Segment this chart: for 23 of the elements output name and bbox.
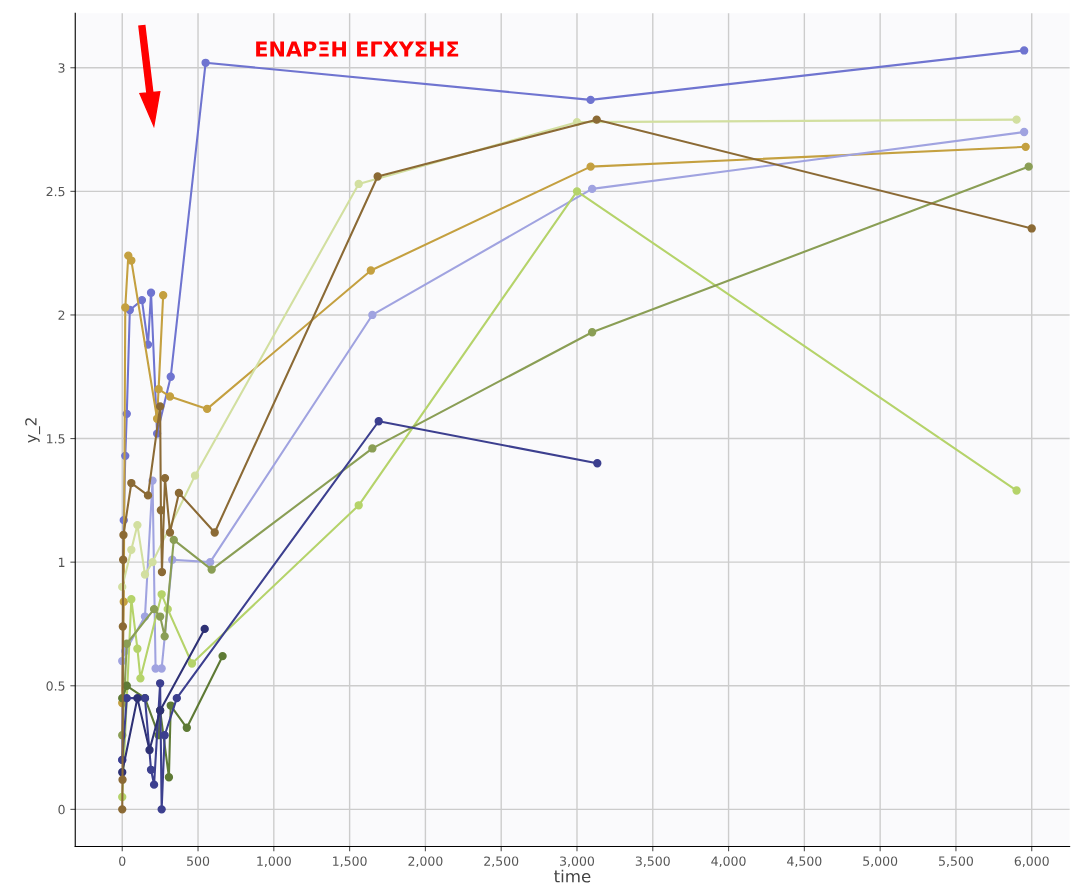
x-tick-label: 2,000 bbox=[408, 856, 443, 868]
x-tick-label: 500 bbox=[187, 856, 210, 866]
x-tick-label: 6,000 bbox=[1014, 856, 1049, 868]
y-tick-label: 0.5 bbox=[46, 681, 65, 691]
y-tick-label: 0 bbox=[58, 804, 65, 815]
x-tick-label: 3,500 bbox=[635, 856, 670, 868]
x-tick-label: 5,000 bbox=[863, 856, 898, 868]
y-tick-label: 2 bbox=[58, 310, 65, 320]
x-tick-label: 1,000 bbox=[257, 856, 291, 868]
x-tick-label: 4,500 bbox=[787, 856, 822, 868]
y-tick-label: 1.5 bbox=[47, 434, 65, 444]
y-tick-label: 3 bbox=[58, 63, 65, 73]
x-tick-label: 0 bbox=[119, 856, 126, 866]
y-tick-label: 2.5 bbox=[46, 186, 65, 197]
y-tick-label: 1 bbox=[58, 557, 65, 567]
x-tick-label: 1,500 bbox=[333, 856, 367, 868]
x-tick-label: 2,500 bbox=[484, 856, 519, 868]
x-axis-title: time bbox=[554, 869, 591, 883]
x-tick-label: 4,000 bbox=[711, 856, 746, 868]
x-tick-label: 5,500 bbox=[939, 856, 973, 868]
y-axis-title: y_2 bbox=[25, 418, 41, 443]
annotation: ΕΝΑΡΞΗ ΕΓΧΥΣΗΣ bbox=[256, 41, 459, 57]
x-tick-label: 3,000 bbox=[560, 856, 595, 868]
